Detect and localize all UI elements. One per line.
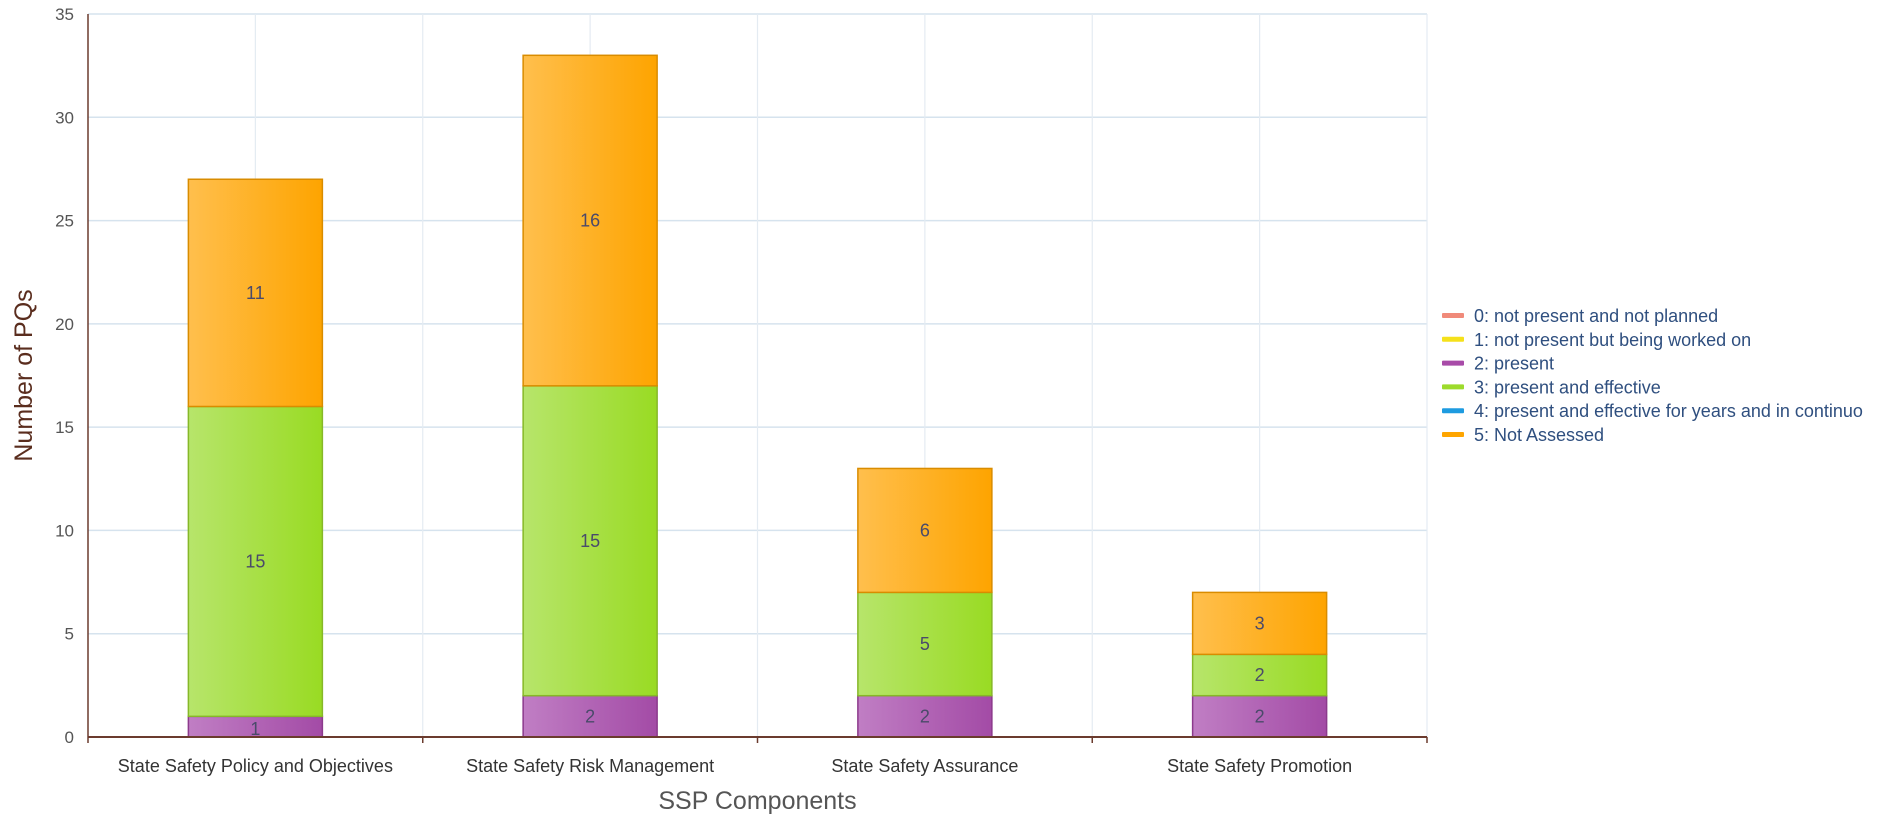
legend-swatch bbox=[1442, 384, 1464, 390]
legend-item[interactable]: 2: present bbox=[1474, 354, 1554, 374]
legend-swatch bbox=[1442, 432, 1464, 437]
bar-data-label: 2 bbox=[1255, 706, 1265, 726]
bar-segment[interactable] bbox=[1191, 591, 1328, 656]
bar-data-label: 11 bbox=[246, 283, 265, 303]
bar-data-label: 1 bbox=[250, 719, 260, 739]
bars bbox=[187, 54, 1328, 738]
x-tick-label: State Safety Assurance bbox=[831, 756, 1018, 776]
x-tick-label: State Safety Promotion bbox=[1167, 756, 1352, 776]
bar-data-label: 16 bbox=[580, 211, 600, 231]
y-tick-label: 5 bbox=[65, 625, 74, 644]
y-tick-label: 10 bbox=[55, 521, 74, 540]
bar-segment[interactable] bbox=[857, 694, 993, 738]
bar-segment[interactable] bbox=[1191, 694, 1328, 738]
legend-item[interactable]: 0: not present and not planned bbox=[1474, 306, 1718, 326]
bar-data-label: 5 bbox=[920, 634, 930, 654]
legend-swatch bbox=[1442, 360, 1464, 366]
bar-data-label: 3 bbox=[1255, 613, 1265, 633]
y-tick-label: 15 bbox=[55, 418, 74, 437]
legend-swatch bbox=[1442, 336, 1464, 342]
legend-item[interactable]: 3: present and effective bbox=[1474, 377, 1661, 397]
data-labels: 1 15 11 2 15 16 2 5 6 2 2 3 bbox=[245, 211, 1264, 739]
legend-item[interactable]: 1: not present but being worked on bbox=[1474, 330, 1751, 350]
bar-data-label: 2 bbox=[1255, 665, 1265, 685]
x-axis-title: SSP Components bbox=[658, 787, 856, 815]
bar-segment[interactable] bbox=[857, 467, 993, 594]
y-tick-label: 35 bbox=[55, 5, 74, 24]
bar-data-label: 15 bbox=[245, 551, 265, 571]
y-axis-title: Number of PQs bbox=[10, 289, 38, 461]
y-tick-label: 30 bbox=[55, 108, 74, 127]
bar-segment[interactable] bbox=[522, 385, 658, 697]
legend-item[interactable]: 5: Not Assessed bbox=[1474, 425, 1604, 445]
bar-segment[interactable] bbox=[187, 178, 324, 408]
bar-data-label: 2 bbox=[920, 706, 930, 726]
legend[interactable]: 0: not present and not planned 1: not pre… bbox=[1442, 306, 1863, 445]
legend-swatch bbox=[1442, 313, 1464, 318]
bar-segment[interactable] bbox=[522, 54, 658, 387]
bar-segment[interactable] bbox=[1191, 653, 1328, 697]
y-tick-label: 0 bbox=[65, 728, 74, 747]
bar-data-label: 15 bbox=[580, 531, 600, 551]
y-tick-label: 20 bbox=[55, 315, 74, 334]
bar-segment[interactable] bbox=[857, 591, 993, 697]
bar-data-label: 2 bbox=[585, 706, 595, 726]
bar-data-label: 6 bbox=[920, 520, 930, 540]
y-tick-label: 25 bbox=[55, 212, 74, 231]
x-tick-label: State Safety Policy and Objectives bbox=[118, 756, 393, 776]
legend-swatch bbox=[1442, 408, 1464, 414]
x-tick-label: State Safety Risk Management bbox=[466, 756, 714, 776]
legend-item[interactable]: 4: present and effective for years and i… bbox=[1474, 401, 1863, 421]
